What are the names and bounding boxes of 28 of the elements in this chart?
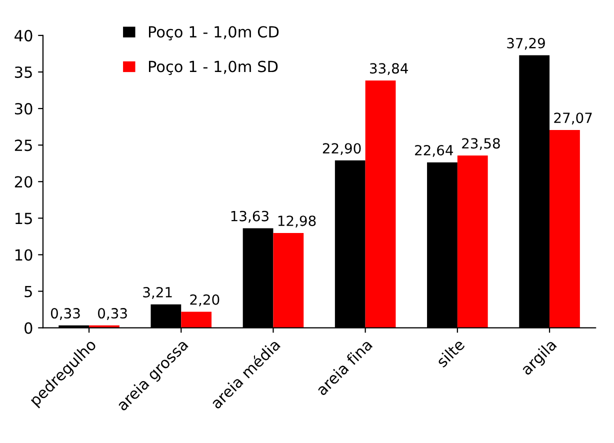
bar bbox=[273, 232, 304, 328]
legend-label: Poço 1 - 1,0m CD bbox=[148, 26, 279, 40]
bar bbox=[550, 130, 580, 328]
data-label: 37,29 bbox=[507, 38, 545, 50]
data-label: 3,21 bbox=[143, 286, 172, 299]
bar bbox=[457, 155, 488, 328]
data-label: 0,33 bbox=[98, 308, 127, 320]
y-tick-label: 30 bbox=[14, 103, 32, 115]
data-label: 22,64 bbox=[415, 144, 453, 157]
data-label: 33,84 bbox=[370, 63, 408, 76]
data-label: 22,90 bbox=[322, 143, 361, 155]
data-label: 0,33 bbox=[50, 308, 80, 320]
data-label: 2,20 bbox=[190, 294, 220, 306]
data-label: 23,58 bbox=[462, 138, 500, 150]
y-tick-label: 10 bbox=[15, 249, 32, 261]
data-label: 12,98 bbox=[278, 216, 316, 228]
data-label: 27,07 bbox=[554, 112, 592, 125]
bar bbox=[365, 80, 396, 328]
data-label: 13,63 bbox=[231, 210, 268, 223]
y-tick-label: 0 bbox=[24, 322, 32, 334]
y-tick-label: 25 bbox=[14, 140, 32, 152]
bar bbox=[181, 312, 212, 328]
y-tick-label: 40 bbox=[14, 30, 32, 42]
y-tick-label: 15 bbox=[15, 212, 32, 224]
legend-label: Poço 1 - 1,0m SD bbox=[148, 60, 278, 75]
y-tick-label: 35 bbox=[14, 66, 32, 78]
y-tick-label: 20 bbox=[14, 176, 32, 188]
y-tick-label: 5 bbox=[24, 286, 32, 298]
